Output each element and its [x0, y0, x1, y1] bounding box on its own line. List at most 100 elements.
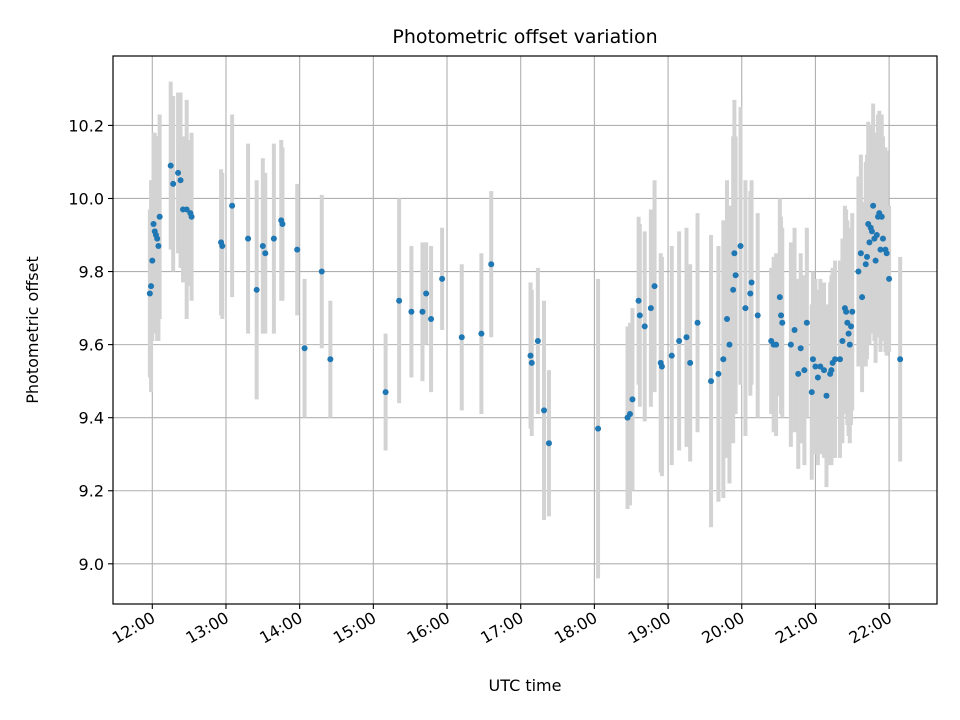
data-point: [872, 257, 879, 264]
data-point: [327, 356, 334, 363]
data-point: [676, 337, 683, 344]
data-point: [868, 228, 875, 235]
data-points: [146, 162, 904, 447]
data-point: [864, 253, 871, 260]
data-point: [720, 356, 727, 363]
data-point: [253, 286, 260, 293]
data-point: [183, 206, 190, 213]
data-point: [897, 356, 904, 363]
data-point: [791, 327, 798, 333]
data-point: [836, 356, 843, 363]
data-point: [801, 367, 808, 374]
data-point: [726, 341, 733, 348]
data-point: [668, 352, 675, 359]
data-point: [778, 312, 785, 319]
data-point: [715, 370, 722, 377]
data-point: [419, 308, 426, 315]
data-point: [857, 250, 864, 257]
data-point: [724, 316, 731, 323]
y-tick-label: 9.6: [79, 336, 104, 355]
data-point: [823, 392, 830, 399]
data-point: [843, 308, 850, 315]
data-point: [170, 180, 177, 187]
y-tick-label: 10.0: [68, 189, 104, 208]
data-point: [855, 268, 862, 275]
data-point: [629, 396, 636, 403]
data-point: [844, 319, 851, 326]
y-tick-label: 9.0: [79, 555, 104, 574]
data-point: [808, 389, 815, 396]
data-point: [731, 250, 738, 257]
data-point: [259, 242, 266, 249]
data-point: [883, 250, 890, 257]
data-point: [478, 330, 485, 337]
data-point: [279, 221, 286, 228]
data-point: [167, 162, 174, 169]
data-point: [301, 345, 308, 352]
data-point: [229, 202, 236, 209]
data-point: [839, 337, 846, 344]
data-point: [694, 319, 701, 326]
data-point: [148, 283, 155, 290]
data-point: [154, 235, 161, 242]
data-point: [636, 312, 643, 319]
data-point: [832, 356, 839, 363]
data-point: [156, 213, 163, 220]
data-point: [635, 297, 642, 304]
data-point: [534, 337, 541, 344]
data-point: [797, 345, 804, 352]
data-point: [748, 279, 755, 286]
data-point: [527, 352, 534, 359]
data-point: [595, 425, 602, 432]
data-point: [528, 359, 535, 366]
data-point: [886, 275, 893, 282]
y-tick-label: 9.8: [79, 263, 104, 282]
data-point: [439, 275, 446, 282]
data-point: [262, 250, 269, 257]
data-point: [423, 290, 430, 297]
data-point: [828, 367, 835, 374]
data-point: [814, 374, 821, 381]
data-point: [877, 246, 884, 253]
data-point: [787, 341, 794, 348]
data-point: [155, 242, 162, 249]
data-point: [270, 235, 277, 242]
chart-title: Photometric offset variation: [392, 26, 657, 48]
data-point: [809, 356, 816, 363]
data-point: [408, 308, 415, 315]
data-point: [245, 235, 252, 242]
data-point: [149, 257, 156, 264]
data-point: [812, 363, 819, 370]
data-point: [382, 389, 389, 396]
data-point: [647, 305, 654, 312]
data-point: [708, 378, 715, 385]
data-point: [859, 294, 866, 301]
data-point: [773, 341, 780, 348]
data-point: [754, 312, 761, 319]
data-point: [687, 359, 694, 366]
data-point: [458, 334, 465, 341]
data-point: [146, 290, 153, 297]
data-point: [294, 246, 301, 253]
data-point: [776, 294, 783, 301]
data-point: [177, 177, 184, 184]
data-point: [683, 334, 690, 341]
data-point: [175, 169, 182, 176]
data-point: [848, 323, 855, 330]
data-point: [641, 323, 648, 330]
data-point: [878, 213, 885, 220]
data-point: [658, 363, 665, 370]
data-point: [626, 411, 633, 418]
data-point: [428, 316, 435, 323]
data-point: [150, 221, 157, 228]
data-point: [488, 261, 495, 268]
y-axis-title: Photometric offset: [23, 256, 42, 404]
data-point: [396, 297, 403, 304]
data-point: [188, 213, 195, 220]
data-point: [747, 290, 754, 297]
y-tick-label: 10.2: [68, 116, 104, 135]
data-point: [742, 305, 749, 312]
data-point: [873, 232, 880, 239]
data-point: [849, 308, 856, 315]
data-point: [879, 235, 886, 242]
